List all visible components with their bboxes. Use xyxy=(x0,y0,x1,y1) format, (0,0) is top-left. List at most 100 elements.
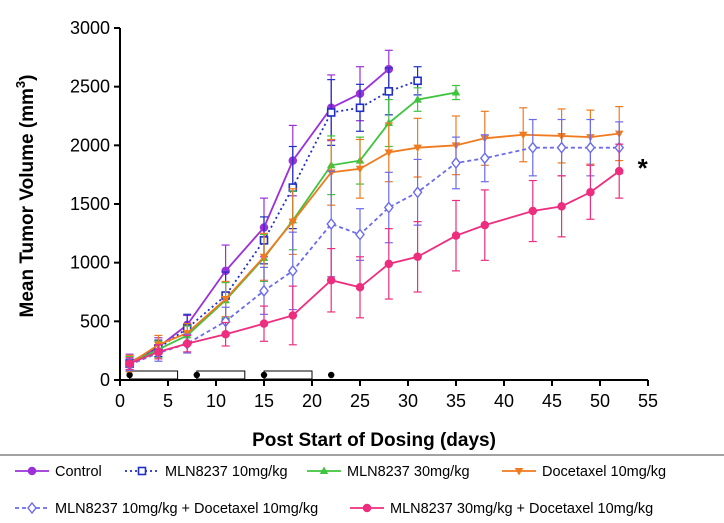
legend-label: Control xyxy=(55,464,102,480)
plot-area xyxy=(124,49,625,380)
series-0 xyxy=(125,49,394,372)
data-point xyxy=(125,359,134,368)
data-point xyxy=(528,206,538,216)
legend-label: MLN8237 30mg/kg xyxy=(347,464,470,480)
y-tick-label: 1500 xyxy=(70,194,110,214)
data-point xyxy=(585,141,596,154)
x-axis-title: Post Start of Dosing (days) xyxy=(252,430,496,451)
data-point xyxy=(413,252,422,262)
data-point xyxy=(384,259,394,269)
series-5 xyxy=(125,143,624,371)
legend-swatch-marker xyxy=(514,468,524,476)
legend-swatch-marker xyxy=(137,466,147,476)
x-tick-label: 45 xyxy=(542,391,562,411)
data-point xyxy=(259,253,269,262)
data-point xyxy=(556,141,567,154)
data-point xyxy=(451,231,461,240)
data-point xyxy=(413,76,422,86)
legend-item: Control xyxy=(15,464,102,480)
data-point xyxy=(355,228,365,241)
legend-label: Docetaxel 10mg/kg xyxy=(542,464,666,480)
data-point xyxy=(221,296,230,304)
data-point xyxy=(451,88,461,96)
x-tick-label: 15 xyxy=(254,391,274,411)
data-point xyxy=(480,220,490,230)
data-point xyxy=(413,95,422,103)
data-point xyxy=(326,276,336,285)
dosing-bar xyxy=(196,370,246,380)
series-line xyxy=(129,132,620,365)
x-tick-label: 40 xyxy=(494,391,514,411)
dosing-dot xyxy=(193,371,200,379)
data-point xyxy=(527,141,538,154)
data-point xyxy=(413,144,422,153)
data-point xyxy=(384,149,394,157)
y-tick-label: 3000 xyxy=(70,18,110,38)
y-tick-label: 500 xyxy=(80,311,110,331)
data-point xyxy=(479,152,490,165)
data-point xyxy=(383,201,394,214)
data-point xyxy=(412,186,423,199)
data-point xyxy=(384,118,394,127)
dosing-bar xyxy=(129,370,179,380)
data-point xyxy=(154,347,163,357)
y-tick-label: 1000 xyxy=(70,253,110,273)
y-tick-label: 0 xyxy=(100,370,110,390)
data-point xyxy=(182,339,192,348)
dosing-dot xyxy=(328,371,335,379)
dosing-bar xyxy=(263,370,313,380)
legend-swatch-marker xyxy=(362,503,372,513)
data-point xyxy=(355,165,365,174)
y-tick-label: 2000 xyxy=(70,135,110,155)
x-tick-label: 35 xyxy=(446,391,466,411)
x-tick-label: 55 xyxy=(638,391,658,411)
legend-swatch-marker xyxy=(27,501,37,515)
data-point xyxy=(326,217,337,231)
legend-item: Docetaxel 10mg/kg xyxy=(502,464,666,480)
data-point xyxy=(518,131,528,140)
y-tick-label: 2500 xyxy=(70,77,110,97)
data-point xyxy=(614,166,624,176)
legend-label: MLN8237 10mg/kg xyxy=(165,464,288,480)
legend-item: MLN8237 30mg/kg xyxy=(307,464,470,480)
legend-label: MLN8237 30mg/kg + Docetaxel 10mg/kg xyxy=(390,501,653,517)
legend-item: MLN8237 10mg/kg xyxy=(125,464,288,480)
series-4 xyxy=(124,118,625,372)
axes: 0 5 10 15 20 25 30 35 40 45 50 55 0 500 1000 1500 2000 25… xyxy=(70,18,658,411)
legend-label: MLN8237 10mg/kg + Docetaxel 10mg/kg xyxy=(55,501,318,517)
data-point xyxy=(326,108,336,117)
data-point xyxy=(259,319,269,328)
series-line xyxy=(129,146,620,366)
data-point xyxy=(586,188,595,197)
data-point xyxy=(287,264,298,278)
data-point xyxy=(557,202,566,211)
y-axis-title: Mean Tumor Volume (mm3) xyxy=(13,75,38,318)
x-tick-label: 0 xyxy=(115,391,125,411)
dosing-dot xyxy=(126,371,133,379)
series-line xyxy=(129,68,390,364)
series-line xyxy=(129,170,620,365)
legend-swatch-marker xyxy=(319,466,329,474)
data-point xyxy=(355,283,365,292)
x-tick-label: 5 xyxy=(163,391,173,411)
data-point xyxy=(259,284,269,297)
series-3 xyxy=(125,106,624,373)
x-tick-label: 30 xyxy=(398,391,418,411)
x-tick-label: 20 xyxy=(302,391,322,411)
x-tick-label: 25 xyxy=(350,391,370,411)
data-point xyxy=(355,103,365,113)
x-tick-label: 50 xyxy=(590,391,610,411)
data-point xyxy=(288,218,298,227)
legend: Control MLN8237 10mg/kg MLN8237 30mg/kg Doc… xyxy=(15,464,666,517)
x-tick-label: 10 xyxy=(206,391,226,411)
significance-asterisk: * xyxy=(638,153,649,183)
legend-item: MLN8237 10mg/kg + Docetaxel 10mg/kg xyxy=(15,501,318,517)
data-point xyxy=(288,311,298,320)
legend-item: MLN8237 30mg/kg + Docetaxel 10mg/kg xyxy=(350,501,653,517)
data-point xyxy=(221,329,230,339)
dosing-dot xyxy=(260,371,268,379)
legend-swatch-marker xyxy=(27,466,37,476)
data-point xyxy=(384,87,394,96)
data-point xyxy=(451,156,461,170)
